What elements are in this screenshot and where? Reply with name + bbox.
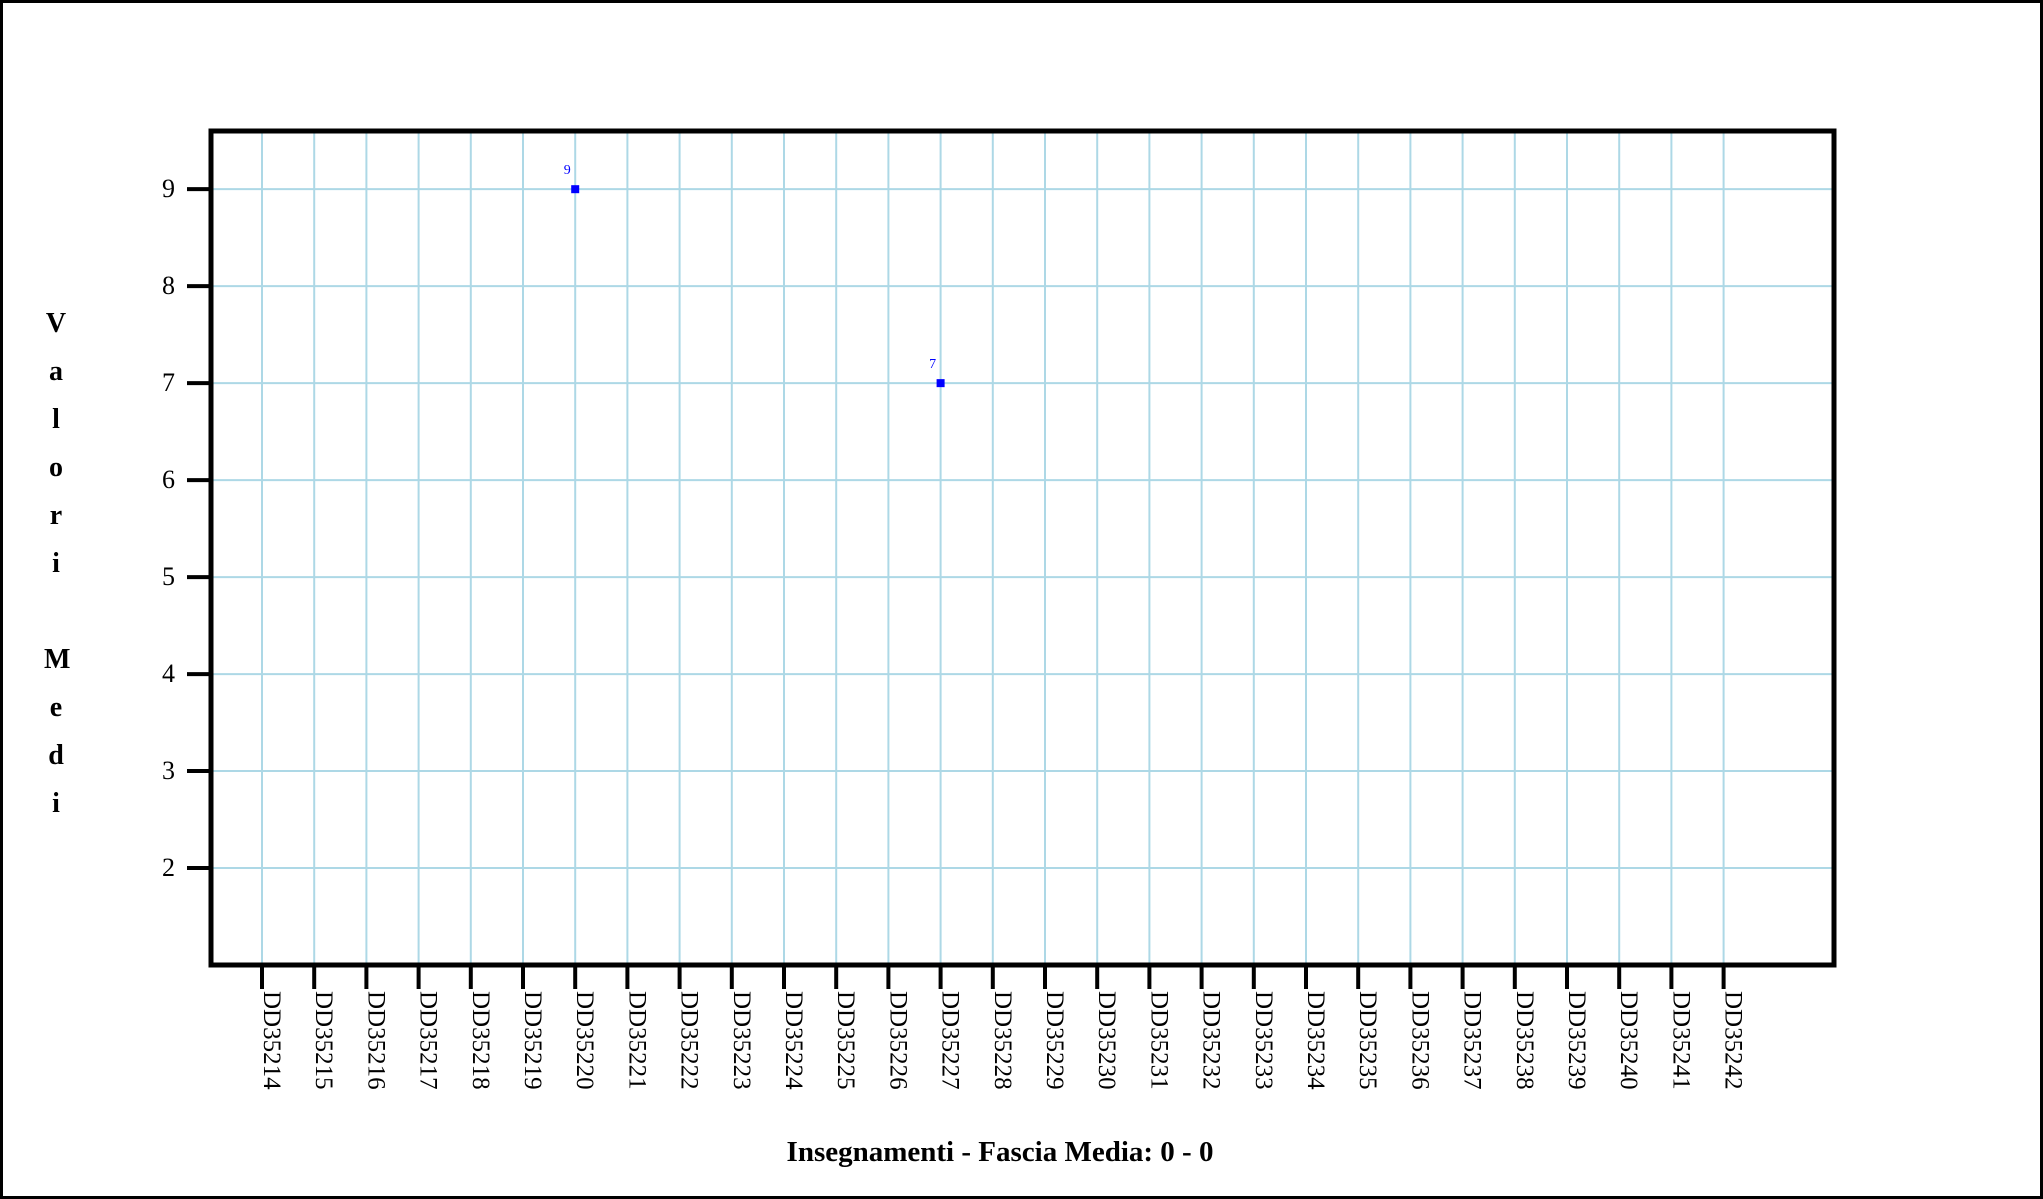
x-tick-label: DD35235 <box>1354 991 1381 1090</box>
data-point <box>571 185 580 194</box>
x-tick-label: DD35229 <box>1041 991 1068 1090</box>
x-tick-label: DD35218 <box>467 991 494 1090</box>
y-axis-label-char <box>44 588 68 636</box>
y-axis-label-char: d <box>48 740 64 771</box>
y-axis-label-char: r <box>49 500 63 531</box>
y-tick-label: 2 <box>162 853 175 882</box>
y-axis-label-char: M <box>44 644 71 675</box>
y-axis-label-char: o <box>49 452 63 483</box>
x-tick-label: DD35223 <box>728 991 755 1090</box>
x-tick-label: DD35231 <box>1145 991 1172 1090</box>
x-tick-label: DD35240 <box>1615 991 1642 1090</box>
x-tick-label: DD35237 <box>1459 991 1486 1090</box>
y-tick-label: 9 <box>162 174 175 203</box>
y-axis-label-char: i <box>52 788 60 819</box>
x-tick-label: DD35241 <box>1667 991 1694 1090</box>
y-axis-label-char: e <box>49 692 63 723</box>
x-tick-label: DD35227 <box>937 991 964 1090</box>
x-tick-label: DD35214 <box>258 991 285 1090</box>
x-tick-label: DD35239 <box>1563 991 1590 1090</box>
y-axis-label-char: i <box>52 548 60 579</box>
x-tick-label: DD35232 <box>1198 991 1225 1090</box>
x-tick-label: DD35228 <box>989 991 1016 1090</box>
x-tick-label: DD35220 <box>571 991 598 1090</box>
y-axis-label-char: a <box>49 356 63 387</box>
y-tick-label: 4 <box>162 659 175 688</box>
y-axis-label-char: V <box>45 308 67 339</box>
x-tick-label: DD35225 <box>832 991 859 1090</box>
y-tick-label: 3 <box>162 756 175 785</box>
x-tick-label: DD35215 <box>310 991 337 1090</box>
y-tick-label: 6 <box>162 465 175 494</box>
x-tick-label: DD35233 <box>1250 991 1277 1090</box>
y-tick-label: 8 <box>162 271 175 300</box>
x-tick-label: DD35216 <box>362 991 389 1090</box>
y-tick-label: 7 <box>162 368 175 397</box>
x-tick-label: DD35236 <box>1406 991 1433 1090</box>
data-point <box>936 379 945 388</box>
x-tick-label: DD35234 <box>1302 991 1329 1090</box>
x-tick-label: DD35217 <box>415 991 442 1090</box>
x-tick-label: DD35238 <box>1511 991 1538 1090</box>
x-tick-label: DD35219 <box>519 991 546 1090</box>
x-tick-label: DD35230 <box>1093 991 1120 1090</box>
y-tick-label: 5 <box>162 562 175 591</box>
x-axis-label: Insegnamenti - Fascia Media: 0 - 0 <box>786 1136 1214 1168</box>
data-label: 7 <box>929 357 936 372</box>
x-tick-label: DD35242 <box>1720 991 1747 1090</box>
x-tick-label: DD35224 <box>780 991 807 1090</box>
y-axis-label-char: l <box>52 404 60 435</box>
x-tick-label: DD35226 <box>884 991 911 1090</box>
x-tick-label: DD35222 <box>676 991 703 1090</box>
data-label: 9 <box>564 163 571 178</box>
x-tick-label: DD35221 <box>623 991 650 1090</box>
plot-area-border <box>208 128 1837 968</box>
